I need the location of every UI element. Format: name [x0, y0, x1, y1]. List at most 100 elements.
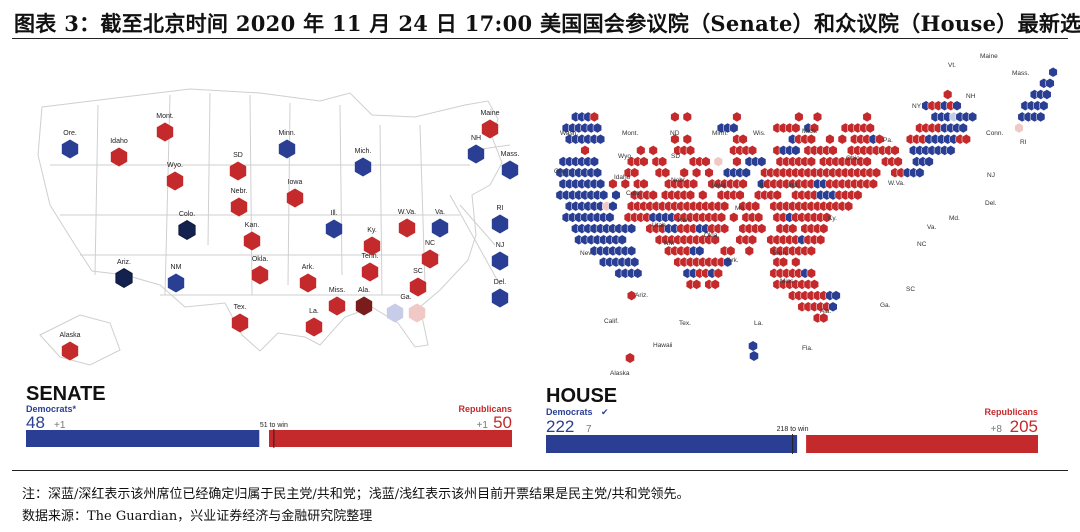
senate-state-mich: Mich. — [355, 148, 371, 177]
senate-state-label: Minn. — [278, 130, 295, 137]
senate-state-label: Okla. — [252, 256, 268, 263]
house-district-hex — [946, 145, 956, 156]
senate-state-label: Mont. — [156, 113, 174, 120]
house-district-hex — [819, 223, 829, 234]
house-hawaii-hex — [749, 351, 759, 361]
senate-rep-bar — [269, 430, 512, 447]
house-district-hex — [868, 178, 878, 190]
senate-state-ala: Ala. — [355, 287, 373, 316]
house-district-hex — [853, 189, 863, 201]
house-district-hex — [828, 301, 838, 313]
senate-state-nm: NM — [167, 264, 185, 293]
house-state-label-minn: Minn. — [712, 130, 728, 137]
house-district-hex — [747, 234, 757, 246]
senate-state-kan: Kan. — [243, 222, 261, 251]
house-state-label-md: Md. — [949, 215, 960, 222]
house-district-hex — [685, 189, 695, 201]
house-state-labels: Wash. Ore. Mont. ND Wyo. SD Idaho Minn. Wis. Mich… — [554, 53, 1030, 377]
house-district-hex — [778, 256, 788, 268]
senate-state-w-va: W.Va. — [398, 209, 416, 238]
house-district-hex — [679, 167, 689, 178]
senate-dem-label: Democrats* — [26, 404, 77, 414]
house-state-label-ind: Ind. — [788, 182, 799, 189]
senate-rep-pending: +1 — [477, 420, 489, 431]
house-state-label-ore: Ore. — [554, 168, 567, 175]
senate-state-label: Ore. — [63, 130, 77, 137]
senate-map: Ore. Idaho Mont. Wyo. SD Nebr. Minn. Iowa Colo. K… — [37, 88, 519, 366]
senate-state-label: Maine — [480, 110, 499, 117]
house-district-hex — [608, 200, 618, 212]
senate-state-sd: SD — [229, 152, 247, 181]
house-district-hex — [608, 178, 618, 190]
house-state-label-nev: Nev. — [580, 250, 593, 257]
house-state-label-vt: Vt. — [948, 62, 956, 69]
note-source: 数据来源：The Guardian，兴业证券经济与金融研究院整理 — [22, 509, 373, 524]
senate-state-label: NM — [171, 264, 182, 271]
house-state-label-nh: NH — [966, 93, 976, 100]
house-state-label-ri: RI — [1020, 139, 1027, 146]
senate-state-ariz: Ariz. — [115, 259, 133, 288]
house-district-hex — [862, 156, 872, 167]
title-rule — [12, 38, 1068, 39]
house-district-hex — [750, 200, 761, 212]
house-district-hex — [794, 111, 804, 123]
house-state-label-colo: Colo. — [626, 190, 641, 197]
house-district-hex — [958, 122, 968, 134]
senate-rep-label: Republicans — [458, 404, 512, 414]
house-district-hex — [843, 200, 854, 212]
house-district-hex — [1048, 66, 1058, 78]
senate-state-sc: SC — [409, 268, 427, 297]
house-district-hex — [729, 212, 739, 223]
senate-state-label: SD — [233, 152, 243, 159]
house-state-label-nm: NM — [664, 240, 674, 247]
senate-state-colo: Colo. — [178, 211, 196, 240]
house-district-hex — [732, 111, 742, 123]
senate-seat-bar: SENATE Democrats* 48 +1 Republicans 50 +… — [26, 383, 512, 448]
house-district-hex — [825, 133, 835, 145]
senate-state-label: Ariz. — [117, 259, 131, 266]
senate-state-va: Va. — [431, 209, 449, 238]
house-state-label-mo: Mo. — [735, 205, 746, 212]
house-state-label-wis: Wis. — [753, 130, 766, 137]
house-district-hex — [791, 145, 801, 156]
senate-state-label: Ark. — [302, 264, 315, 271]
senate-state-label: Ky. — [367, 227, 377, 234]
senate-state-alaska: Alaska — [59, 332, 81, 361]
house-district-hex — [732, 156, 742, 167]
house-state-label-nj: NJ — [987, 172, 995, 179]
house-state-label-miss: Miss. — [780, 278, 795, 285]
house-seat-bar: HOUSE Democrats ✔ 222 7 Republicans 205 … — [546, 385, 1038, 454]
senate-dem-bar — [26, 430, 260, 447]
senate-state-ky: Ky. — [363, 227, 381, 256]
house-district-hex — [806, 245, 816, 257]
house-district-hex — [1036, 111, 1046, 123]
senate-state-label: Kan. — [245, 222, 259, 229]
senate-to-win-label: 51 to win — [260, 422, 288, 429]
house-state-label-nd: ND — [670, 130, 680, 137]
house-state-label-ny: NY — [912, 103, 922, 110]
house-district-hex — [1042, 89, 1052, 100]
house-district-hex — [1039, 100, 1049, 111]
senate-state-label: SC — [413, 268, 423, 275]
house-district-hex — [695, 245, 705, 257]
house-district-hex — [791, 256, 801, 268]
senate-rep-seats: 50 — [493, 413, 512, 432]
house-state-label-ohio: Ohio — [846, 155, 860, 162]
house-dem-seats: 222 — [546, 417, 574, 436]
house-alaska-hex — [625, 353, 635, 363]
house-district-hex — [871, 167, 881, 178]
house-district-hex — [589, 156, 599, 167]
house-district-hex — [806, 133, 816, 145]
senate-state-label: Va. — [435, 209, 445, 216]
senate-state-label: La. — [309, 308, 319, 315]
house-district-hex — [611, 189, 621, 201]
house-state-label-pa: Pa. — [883, 137, 893, 144]
house-state-label-va: Va. — [927, 224, 936, 231]
house-district-hex — [692, 279, 702, 290]
house-district-hex — [738, 133, 748, 145]
house-dem-pending: 7 — [586, 424, 592, 435]
senate-state-label: Ga. — [400, 294, 411, 301]
house-district-hex — [605, 212, 615, 223]
senate-state-ri: RI — [491, 205, 509, 234]
house-district-hex — [710, 279, 720, 290]
